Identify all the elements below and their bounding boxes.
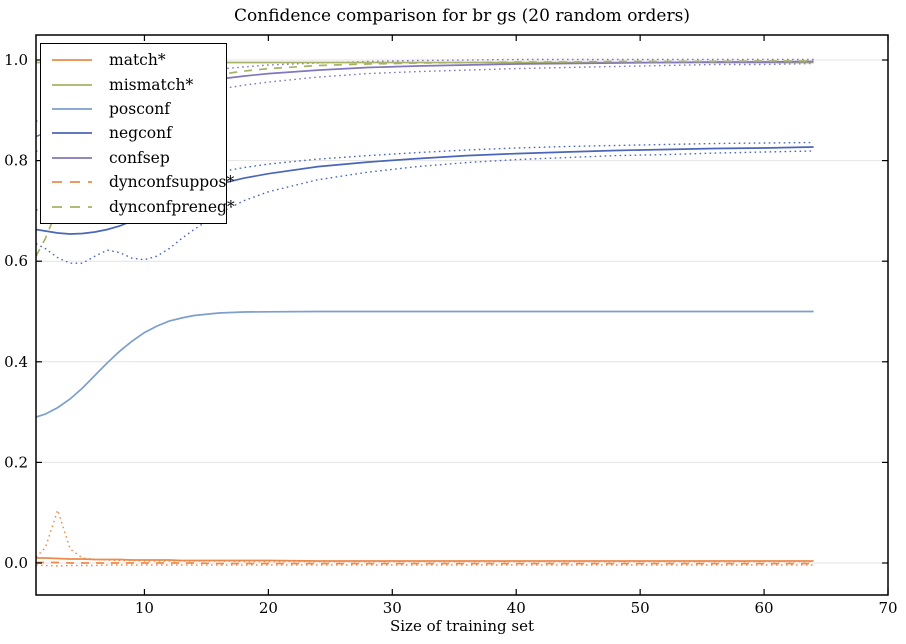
legend-line-sample: [52, 156, 92, 159]
series-dynconfsuppos-upper-band: [35, 507, 814, 563]
legend-label: confsep: [109, 148, 170, 167]
legend-label: mismatch*: [109, 75, 194, 94]
x-tick-label: 60: [755, 599, 774, 617]
x-tick-label: 30: [383, 599, 402, 617]
legend-line-sample: [52, 181, 92, 184]
series-negconf-lower-band: [35, 150, 814, 264]
y-tick-label: 0.2: [4, 453, 28, 471]
legend-item-posconf: posconf: [51, 97, 226, 121]
x-axis-label: Size of training set: [389, 617, 534, 635]
legend-label: dynconfsuppos*: [109, 173, 235, 192]
chart-title: Confidence comparison for br gs (20 rand…: [234, 6, 690, 26]
x-tick-label: 10: [135, 599, 154, 617]
y-tick-label: 0.4: [4, 353, 28, 371]
legend-label: posconf: [109, 100, 170, 119]
x-tick-label: 70: [878, 599, 897, 617]
y-tick-label: 0.8: [4, 152, 28, 170]
legend-line-sample: [52, 59, 92, 62]
legend-item-match: match*: [51, 48, 226, 72]
x-tick-label: 40: [507, 599, 526, 617]
series-posconf: [35, 310, 814, 418]
legend-item-dynconfsuppos: dynconfsuppos*: [51, 170, 234, 194]
legend-item-mismatch: mismatch*: [51, 73, 226, 97]
y-tick-label: 0.6: [4, 252, 28, 270]
legend-box: match* mismatch* posconf negconf confsep dync…: [40, 43, 235, 224]
x-tick-label: 50: [631, 599, 650, 617]
legend-item-dynconfpreneg: dynconfpreneg*: [51, 195, 235, 219]
legend-item-confsep: confsep: [51, 146, 226, 170]
x-tick-label: 20: [259, 599, 278, 617]
series-dynconfsuppos-lower-band: [35, 564, 814, 567]
legend-line-sample: [52, 205, 92, 208]
y-tick-label: 0.0: [4, 554, 28, 572]
legend-item-negconf: negconf: [51, 121, 226, 145]
series-match: [36, 557, 814, 562]
legend-label: dynconfpreneg*: [109, 197, 235, 216]
axis-tick-labels: 10 20 30 40 50 60 70 0.0 0.2 0.4 0.6 0.8 1.0: [4, 51, 897, 617]
y-tick-label: 1.0: [4, 51, 28, 69]
plot-frame: [35, 34, 889, 596]
legend-line-sample: [52, 108, 92, 110]
legend-label: match*: [109, 51, 166, 70]
legend-line-sample: [52, 83, 92, 86]
legend-label: negconf: [109, 124, 172, 143]
series-dynconfsuppos: [36, 561, 814, 565]
legend-line-sample: [52, 132, 92, 135]
